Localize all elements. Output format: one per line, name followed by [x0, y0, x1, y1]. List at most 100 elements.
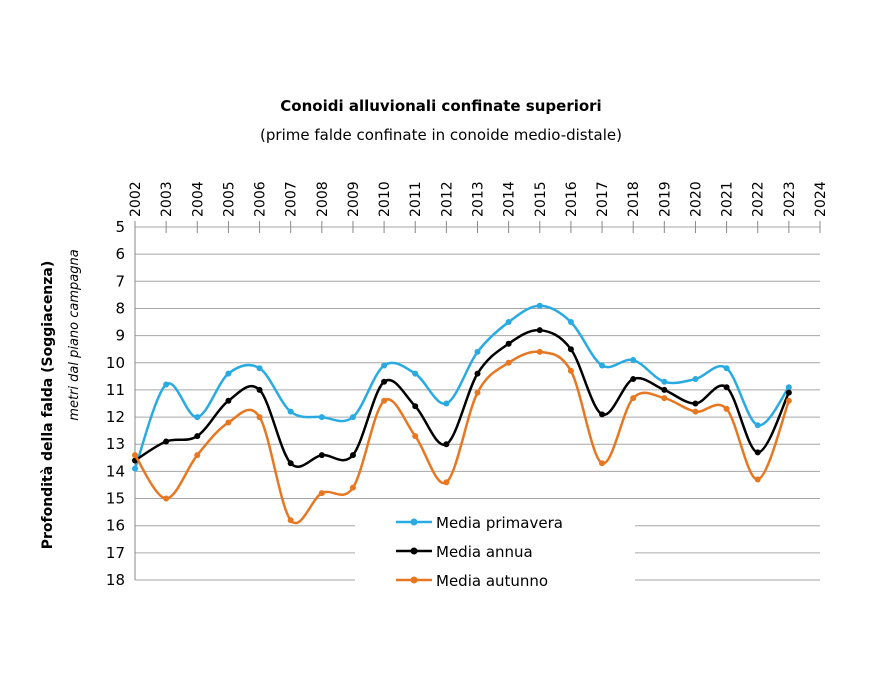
y-tick-label: 9: [115, 327, 125, 345]
data-point: [754, 476, 761, 483]
data-point: [567, 319, 574, 326]
x-tick-label: 2006: [253, 181, 269, 217]
data-point: [723, 384, 730, 391]
data-point: [287, 460, 294, 467]
data-point: [567, 346, 574, 353]
data-point: [349, 452, 356, 459]
y-tick-label: 14: [106, 462, 125, 480]
data-point: [256, 365, 263, 372]
y-axis-subtitle: metri dal piano campagna: [67, 249, 82, 420]
data-point: [505, 359, 512, 366]
data-point: [412, 403, 419, 410]
series-line: [134, 328, 790, 468]
y-tick-label: 8: [115, 299, 125, 317]
y-tick-label: 11: [106, 381, 125, 399]
data-point: [567, 367, 574, 374]
y-tick-label: 5: [115, 218, 125, 236]
data-point: [318, 414, 325, 421]
data-point: [225, 419, 232, 426]
data-point: [536, 348, 543, 355]
x-tick-label: 2016: [564, 181, 580, 217]
data-point: [785, 384, 792, 391]
data-point: [443, 479, 450, 486]
x-tick-label: 2021: [720, 181, 736, 217]
y-tick-label: 12: [106, 408, 125, 426]
data-point: [412, 370, 419, 377]
legend-marker: [410, 547, 418, 555]
x-tick-label: 2019: [657, 181, 673, 217]
data-point: [349, 414, 356, 421]
data-point: [349, 484, 356, 491]
y-tick-label: 10: [106, 354, 125, 372]
data-point: [599, 460, 606, 467]
data-point: [163, 495, 170, 502]
data-point: [194, 452, 201, 459]
data-point: [692, 408, 699, 415]
x-tick-label: 2007: [284, 181, 300, 217]
data-point: [661, 378, 668, 385]
x-tick-label: 2020: [688, 181, 704, 217]
y-tick-label: 15: [106, 490, 125, 508]
data-point: [163, 438, 170, 445]
data-point: [599, 411, 606, 418]
data-point: [661, 386, 668, 393]
data-point: [381, 397, 388, 404]
data-point: [318, 452, 325, 459]
data-point: [630, 376, 637, 383]
data-point: [194, 433, 201, 440]
data-point: [194, 414, 201, 421]
data-point: [661, 395, 668, 402]
series-line: [133, 350, 791, 525]
chart-subtitle: (prime falde confinate in conoide medio-…: [260, 126, 622, 144]
y-tick-label: 17: [106, 544, 125, 562]
x-tick-label: 2009: [346, 181, 362, 217]
data-point: [287, 408, 294, 415]
data-point: [723, 405, 730, 412]
data-point: [474, 389, 481, 396]
x-tick-label: 2008: [315, 181, 331, 217]
y-tick-label: 6: [115, 245, 125, 263]
data-point: [599, 362, 606, 369]
data-point: [505, 340, 512, 347]
legend-marker: [410, 518, 418, 526]
x-tick-label: 2005: [221, 181, 237, 217]
x-tick-label: 2024: [813, 181, 829, 217]
y-tick-label: 18: [106, 571, 125, 589]
data-point: [443, 441, 450, 448]
x-tick-label: 2017: [595, 181, 611, 217]
data-point: [505, 319, 512, 326]
data-point: [381, 378, 388, 385]
data-point: [754, 422, 761, 429]
x-tick-label: 2022: [751, 181, 767, 217]
data-point: [785, 397, 792, 404]
data-point: [630, 395, 637, 402]
data-point: [287, 517, 294, 524]
legend-label: Media primavera: [436, 514, 563, 532]
data-point: [536, 327, 543, 334]
data-point: [256, 386, 263, 393]
data-point: [256, 414, 263, 421]
data-point: [474, 348, 481, 355]
legend-label: Media autunno: [436, 572, 548, 590]
data-point: [785, 389, 792, 396]
data-point: [318, 490, 325, 497]
data-point: [443, 400, 450, 407]
chart-title: Conoidi alluvionali confinate superiori: [280, 97, 601, 115]
x-tick-label: 2002: [128, 181, 144, 217]
x-tick-label: 2015: [533, 181, 549, 217]
data-point: [723, 365, 730, 372]
x-tick-label: 2013: [471, 181, 487, 217]
x-tick-label: 2023: [782, 181, 798, 217]
data-point: [536, 302, 543, 309]
data-point: [692, 376, 699, 383]
x-tick-label: 2004: [190, 181, 206, 217]
series-line: [133, 304, 790, 470]
data-point: [474, 370, 481, 377]
data-point: [381, 362, 388, 369]
legend-label: Media annua: [436, 543, 533, 561]
x-tick-label: 2003: [159, 181, 175, 217]
x-tick-label: 2011: [408, 181, 424, 217]
data-point: [754, 449, 761, 456]
x-tick-label: 2018: [626, 181, 642, 217]
